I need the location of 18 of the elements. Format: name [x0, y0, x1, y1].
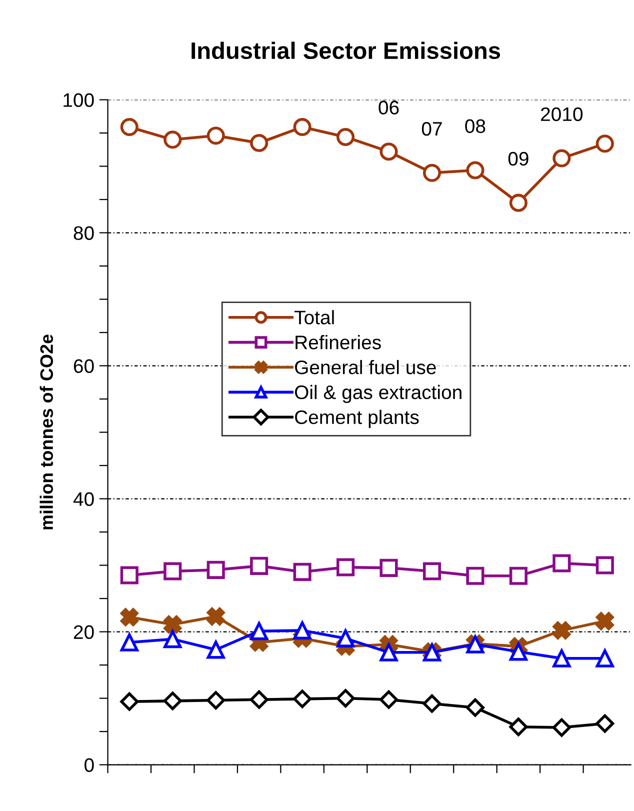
y-tick-label: 0 — [84, 758, 94, 772]
legend-label: General fuel use — [295, 360, 436, 374]
legend-label: Oil & gas extraction — [294, 384, 462, 404]
annotation: 07 — [422, 122, 442, 136]
annotation: 2010 — [541, 107, 583, 122]
y-tick-label: 40 — [73, 492, 94, 506]
legend-label: Refineries — [296, 335, 381, 350]
annotation: 09 — [508, 152, 528, 166]
y-axis-title: million tonnes of CO2e — [40, 334, 54, 530]
y-tick-label: 80 — [74, 226, 94, 240]
chart-title: Industrial Sector Emissions — [192, 42, 500, 60]
legend-label: Total — [294, 310, 334, 324]
legend-label: Cement plants — [295, 410, 419, 428]
y-tick-label: 20 — [74, 625, 94, 640]
annotation: 08 — [465, 119, 486, 134]
annotation: 06 — [378, 100, 399, 114]
y-tick-label: 60 — [74, 359, 94, 373]
y-tick-label: 100 — [64, 93, 94, 107]
